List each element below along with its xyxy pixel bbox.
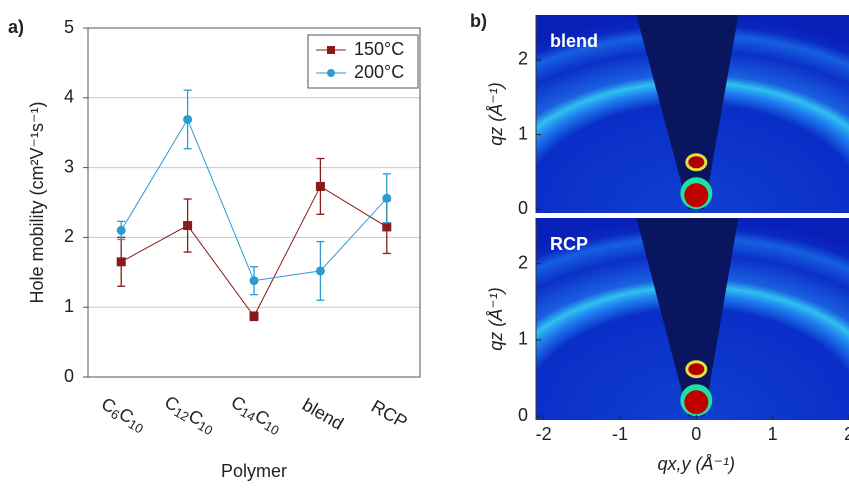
legend-marker xyxy=(327,69,335,77)
marker xyxy=(183,221,193,231)
marker xyxy=(116,257,126,267)
y-tick-label: 0 xyxy=(518,198,528,218)
x-axis-label: Polymer xyxy=(221,461,287,481)
series-line xyxy=(120,185,388,318)
y-tick-label: 2 xyxy=(518,49,528,69)
x-tick-label: 1 xyxy=(768,424,778,444)
x-tick-label: C12C10 xyxy=(160,392,219,439)
plot-frame xyxy=(87,27,421,378)
x-tick-label: 2 xyxy=(844,424,849,444)
x-tick-label: 0 xyxy=(691,424,701,444)
x-tick-label: blend xyxy=(299,394,347,433)
panel-title: blend xyxy=(550,31,598,51)
y-tick-label: 4 xyxy=(64,87,74,107)
y-tick-label: 0 xyxy=(518,405,528,425)
legend-label: 200°C xyxy=(354,62,404,82)
marker xyxy=(183,114,193,124)
peak xyxy=(688,363,705,376)
peak xyxy=(684,390,709,415)
panel-label: a) xyxy=(8,17,24,37)
y-axis-label: Hole mobility (cm²V⁻¹s⁻¹) xyxy=(27,101,47,303)
marker xyxy=(116,225,126,235)
x-axis-label: qx,y (Å⁻¹) xyxy=(658,454,736,474)
marker xyxy=(249,276,259,286)
y-axis-label: qz (Å⁻¹) xyxy=(486,287,506,351)
legend-box xyxy=(307,34,419,89)
y-tick-label: 0 xyxy=(64,366,74,386)
y-tick-label: 2 xyxy=(64,226,74,246)
x-tick-label: -1 xyxy=(612,424,628,444)
series-line xyxy=(120,118,388,282)
y-axis-label: qz (Å⁻¹) xyxy=(486,82,506,146)
x-tick-label: -2 xyxy=(536,424,552,444)
y-tick-label: 1 xyxy=(64,296,74,316)
panel-label: b) xyxy=(470,11,487,31)
y-tick-label: 5 xyxy=(64,17,74,37)
y-tick-label: 3 xyxy=(64,156,74,176)
marker xyxy=(382,222,392,232)
peak xyxy=(688,156,705,169)
legend-label: 150°C xyxy=(354,39,404,59)
x-tick-label: RCP xyxy=(368,396,411,432)
peak xyxy=(684,183,709,208)
x-tick-label: C14C10 xyxy=(227,392,286,439)
y-tick-label: 1 xyxy=(518,123,528,143)
shadow-wedge xyxy=(636,15,739,210)
panel-title: RCP xyxy=(550,234,588,254)
marker xyxy=(249,311,259,321)
marker xyxy=(382,193,392,203)
marker xyxy=(315,266,325,276)
y-tick-label: 1 xyxy=(518,329,528,349)
shadow-wedge xyxy=(636,218,739,417)
y-tick-label: 2 xyxy=(518,252,528,272)
x-tick-label: C6C10 xyxy=(97,393,149,436)
marker xyxy=(315,181,325,191)
legend-marker xyxy=(327,46,335,54)
